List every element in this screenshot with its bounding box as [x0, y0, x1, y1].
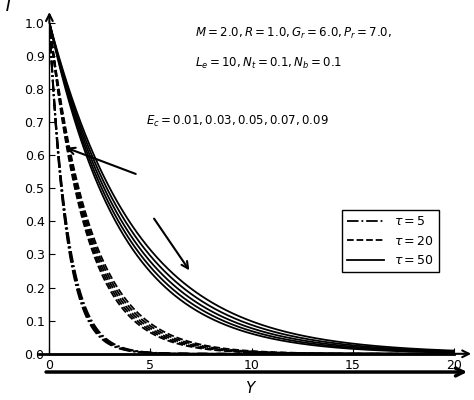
Text: $L_e = 10, N_t = 0.1, N_b = 0.1$: $L_e = 10, N_t = 0.1, N_b = 0.1$	[195, 56, 342, 71]
Text: $M = 2.0, R = 1.0, G_r = 6.0, P_r = 7.0,$: $M = 2.0, R = 1.0, G_r = 6.0, P_r = 7.0,…	[195, 26, 392, 41]
Y-axis label: $\bar{T}$: $\bar{T}$	[2, 0, 16, 16]
Text: $Y$: $Y$	[246, 380, 258, 396]
Legend: $\tau = 5$, $\tau = 20$, $\tau = 50$: $\tau = 5$, $\tau = 20$, $\tau = 50$	[342, 210, 439, 272]
Text: $E_c = 0.01, 0.03, 0.05, 0.07, 0.09$: $E_c = 0.01, 0.03, 0.05, 0.07, 0.09$	[146, 114, 329, 129]
